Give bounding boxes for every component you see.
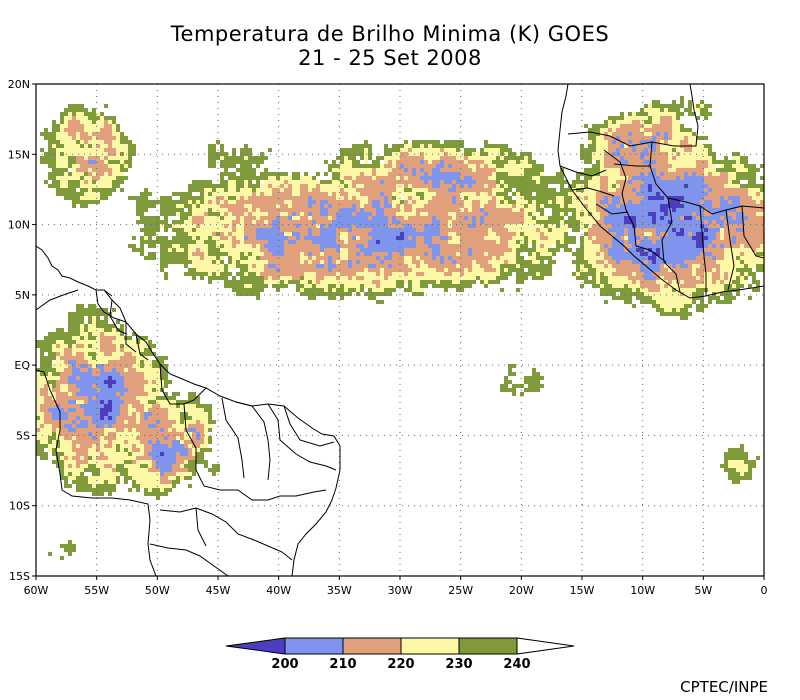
lon-tick-label: 5W: [694, 584, 712, 597]
lon-tick-label: 20W: [509, 584, 534, 597]
lon-tick-label: 30W: [388, 584, 413, 597]
colorbar-label: 230: [445, 657, 472, 672]
lat-tick-label: 10S: [9, 500, 30, 513]
colorbar-segment: [400, 637, 460, 655]
colorbar-label: 200: [271, 657, 298, 672]
graticule-grid: [36, 84, 764, 576]
south-america-coastline: [36, 245, 341, 576]
lon-tick-label: 50W: [145, 584, 170, 597]
lon-tick-label: 40W: [266, 584, 291, 597]
lat-tick-label: 5N: [15, 289, 30, 302]
lat-tick-label: 5S: [16, 429, 30, 442]
lon-tick-label: 35W: [327, 584, 352, 597]
colorbar-segment: [284, 637, 344, 655]
lon-tick-label: 25W: [448, 584, 473, 597]
colorbar-segment: [342, 637, 402, 655]
lon-tick-label: 15W: [570, 584, 595, 597]
colorbar-low-triangle: [225, 637, 286, 655]
brazil-states: [149, 363, 337, 576]
colorbar-high-triangle: [516, 637, 575, 655]
lat-tick-label: 15S: [9, 570, 30, 583]
axis-labels: 60W 55W 50W 45W 40W 35W 30W 25W 20W 15W 10W 5W 0 20N 1…: [8, 78, 768, 597]
lat-tick-label: 15N: [8, 148, 30, 161]
guianas-borders: [109, 299, 149, 361]
west-africa-borders: [559, 84, 764, 296]
colorbar: 200 210 220 230 240: [225, 637, 575, 672]
lon-tick-label: 10W: [630, 584, 655, 597]
lat-tick-label: 10N: [8, 219, 30, 232]
lon-tick-label: 55W: [84, 584, 109, 597]
colorbar-label: 220: [387, 657, 414, 672]
lat-tick-label: 20N: [8, 78, 30, 91]
brazil-north-border: [36, 289, 127, 323]
coastlines-borders: [36, 84, 764, 576]
lat-tick-label: EQ: [14, 359, 30, 372]
colorbar-label: 240: [503, 657, 530, 672]
lon-tick-label: 60W: [24, 584, 49, 597]
brightness-temperature-field: [36, 96, 764, 560]
west-africa-coastline: [557, 84, 764, 299]
colorbar-label: 210: [329, 657, 356, 672]
colorbar-segment: [458, 637, 518, 655]
credit-label: CPTEC/INPE: [680, 678, 768, 696]
lon-tick-label: 45W: [206, 584, 231, 597]
map-date-range: 21 - 25 Set 2008: [298, 46, 482, 70]
lon-tick-label: 0: [761, 584, 768, 597]
brazil-west-border: [36, 369, 157, 576]
map-title: Temperatura de Brilho Minima (K) GOES: [170, 22, 610, 46]
